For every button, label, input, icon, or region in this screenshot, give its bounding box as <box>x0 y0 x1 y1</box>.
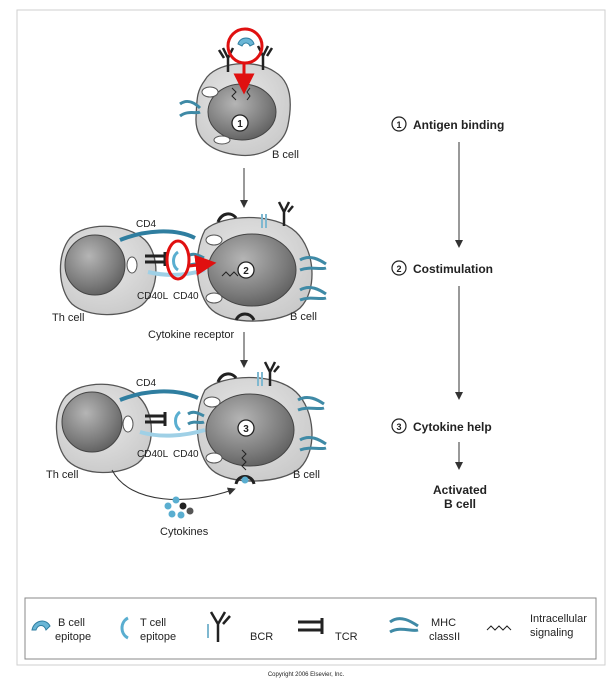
bcr-icon <box>277 201 294 226</box>
mhc-class-ii-icon <box>297 396 325 412</box>
t-cell-epitope-icon <box>261 214 267 228</box>
th-cell-bottom-group: Th cell <box>46 383 152 481</box>
t-cell-epitope-icon <box>172 250 179 272</box>
step-1-circle <box>391 116 407 132</box>
mitochondrion-icon <box>205 452 223 464</box>
mhc-class-ii-icon <box>187 410 205 426</box>
step-1-number: 1 <box>396 120 401 130</box>
legend-signal-line1: Intracellular <box>530 613 587 625</box>
mhc-class-ii-icon <box>179 100 202 118</box>
legend-tcr: TCR <box>335 631 358 643</box>
cytokine-receptor-icon <box>216 372 238 383</box>
step-3-label: Cytokine help <box>413 420 492 434</box>
tcr-icon <box>145 252 167 266</box>
outcome-label-line2: B cell <box>444 497 476 511</box>
step-3-circle <box>391 418 407 434</box>
mhc-class-ii-icon <box>299 256 327 272</box>
bcr-legend-icon <box>207 611 231 642</box>
b-cell-epitope-legend-icon <box>31 620 51 631</box>
bcr-icon <box>217 45 274 72</box>
step-2-circle <box>391 260 407 276</box>
mhc-class-ii-icon <box>299 436 327 452</box>
th-cell-bottom-label: Th cell <box>46 469 78 481</box>
intracellular-signaling-icon <box>231 87 251 101</box>
figure-frame <box>16 9 606 666</box>
legend-b-epitope-line1: B cell <box>58 617 85 629</box>
legend-signal-line2: signaling <box>530 627 573 639</box>
step-3-number: 3 <box>396 422 401 432</box>
steps-flow: 1 Antigen binding 2 Costimulation 3 Cyto… <box>391 116 504 511</box>
th-cell-bottom-nucleus <box>61 391 123 453</box>
cd40-bottom-label: CD40 <box>173 449 199 460</box>
mitochondrion-icon <box>201 86 219 98</box>
cd4-molecule <box>119 229 196 242</box>
th-cell-mid-label: Th cell <box>52 312 84 324</box>
mhc-legend-icon <box>389 617 419 634</box>
costimulation-arrow <box>188 254 217 276</box>
step-1-marker <box>231 114 249 132</box>
step-2-number: 2 <box>396 264 401 274</box>
legend-mhc-line2: classII <box>429 631 460 643</box>
step-2-marker-label: 2 <box>243 266 249 277</box>
th-cell-mid-group: Th cell <box>52 225 157 324</box>
intracellular-signaling-icon <box>221 271 239 277</box>
cytokine-secretion-arrow <box>111 469 236 500</box>
legend-t-epitope-line1: T cell <box>140 617 166 629</box>
b-cell-top-label: B cell <box>272 149 299 161</box>
step-1-marker-label: 1 <box>237 119 243 130</box>
bcr-icon <box>263 361 280 386</box>
mitochondrion-icon <box>205 292 223 304</box>
cytokine-receptor-label: Cytokine receptor <box>148 329 235 341</box>
step-2-label: Costimulation <box>413 262 493 276</box>
b-cell-bottom-group: 3 B cell <box>196 361 327 485</box>
t-cell-epitope-icon <box>174 410 181 432</box>
tcr-legend-icon <box>298 618 324 634</box>
t-cell-epitope-icon <box>257 372 263 386</box>
legend-bcr: BCR <box>250 631 273 643</box>
cytokine-receptor-icon <box>216 212 238 223</box>
legend: B cell epitope T cell epitope BCR TCR MH… <box>24 597 597 660</box>
b-cell-mid-group: 2 B cell <box>196 201 327 323</box>
mitochondrion-icon <box>213 135 231 145</box>
cd40l-cd40-pair <box>139 428 206 438</box>
mitochondrion-icon <box>122 415 134 433</box>
mitochondrion-icon <box>205 234 223 246</box>
costimulation-highlight-circle <box>165 239 191 281</box>
legend-b-epitope-line2: epitope <box>55 631 91 643</box>
mitochondrion-icon <box>203 396 221 408</box>
cd4-bottom-label: CD4 <box>136 378 156 389</box>
intracellular-signaling-icon <box>241 449 247 471</box>
mitochondrion-icon <box>126 256 138 274</box>
legend-t-epitope-line2: epitope <box>140 631 176 643</box>
cd40-mid-label: CD40 <box>173 291 199 302</box>
legend-mhc-line1: MHC <box>431 617 456 629</box>
cd4-molecule <box>119 389 199 402</box>
step-2-marker <box>237 261 255 279</box>
cytokines-cluster <box>164 496 194 519</box>
intracellular-signaling-legend-icon <box>486 625 512 631</box>
cytokines-label: Cytokines <box>160 526 209 538</box>
cd40l-mid-label: CD40L <box>137 291 169 302</box>
step-1-label: Antigen binding <box>413 118 504 132</box>
step-3-marker <box>237 419 255 437</box>
b-cell-top-group: 1 B cell <box>179 27 299 161</box>
b-cell-epitope-icon <box>237 37 255 47</box>
bound-cytokine <box>241 476 249 484</box>
b-cell-mid-label: B cell <box>290 311 317 323</box>
step-3-marker-label: 3 <box>243 424 249 435</box>
cd40l-bottom-label: CD40L <box>137 449 169 460</box>
b-cell-bottom-label: B cell <box>293 469 320 481</box>
tcr-icon <box>145 412 167 426</box>
copyright-text: Copyright 2006 Elsevier, Inc. <box>268 672 345 678</box>
mhc-class-ii-icon <box>299 286 327 302</box>
outcome-label-line1: Activated <box>433 483 487 497</box>
cd4-mid-label: CD4 <box>136 219 156 230</box>
t-cell-epitope-legend-icon <box>120 616 129 640</box>
cytokine-receptor-icon <box>234 312 256 321</box>
th-cell-mid-nucleus <box>64 234 126 296</box>
